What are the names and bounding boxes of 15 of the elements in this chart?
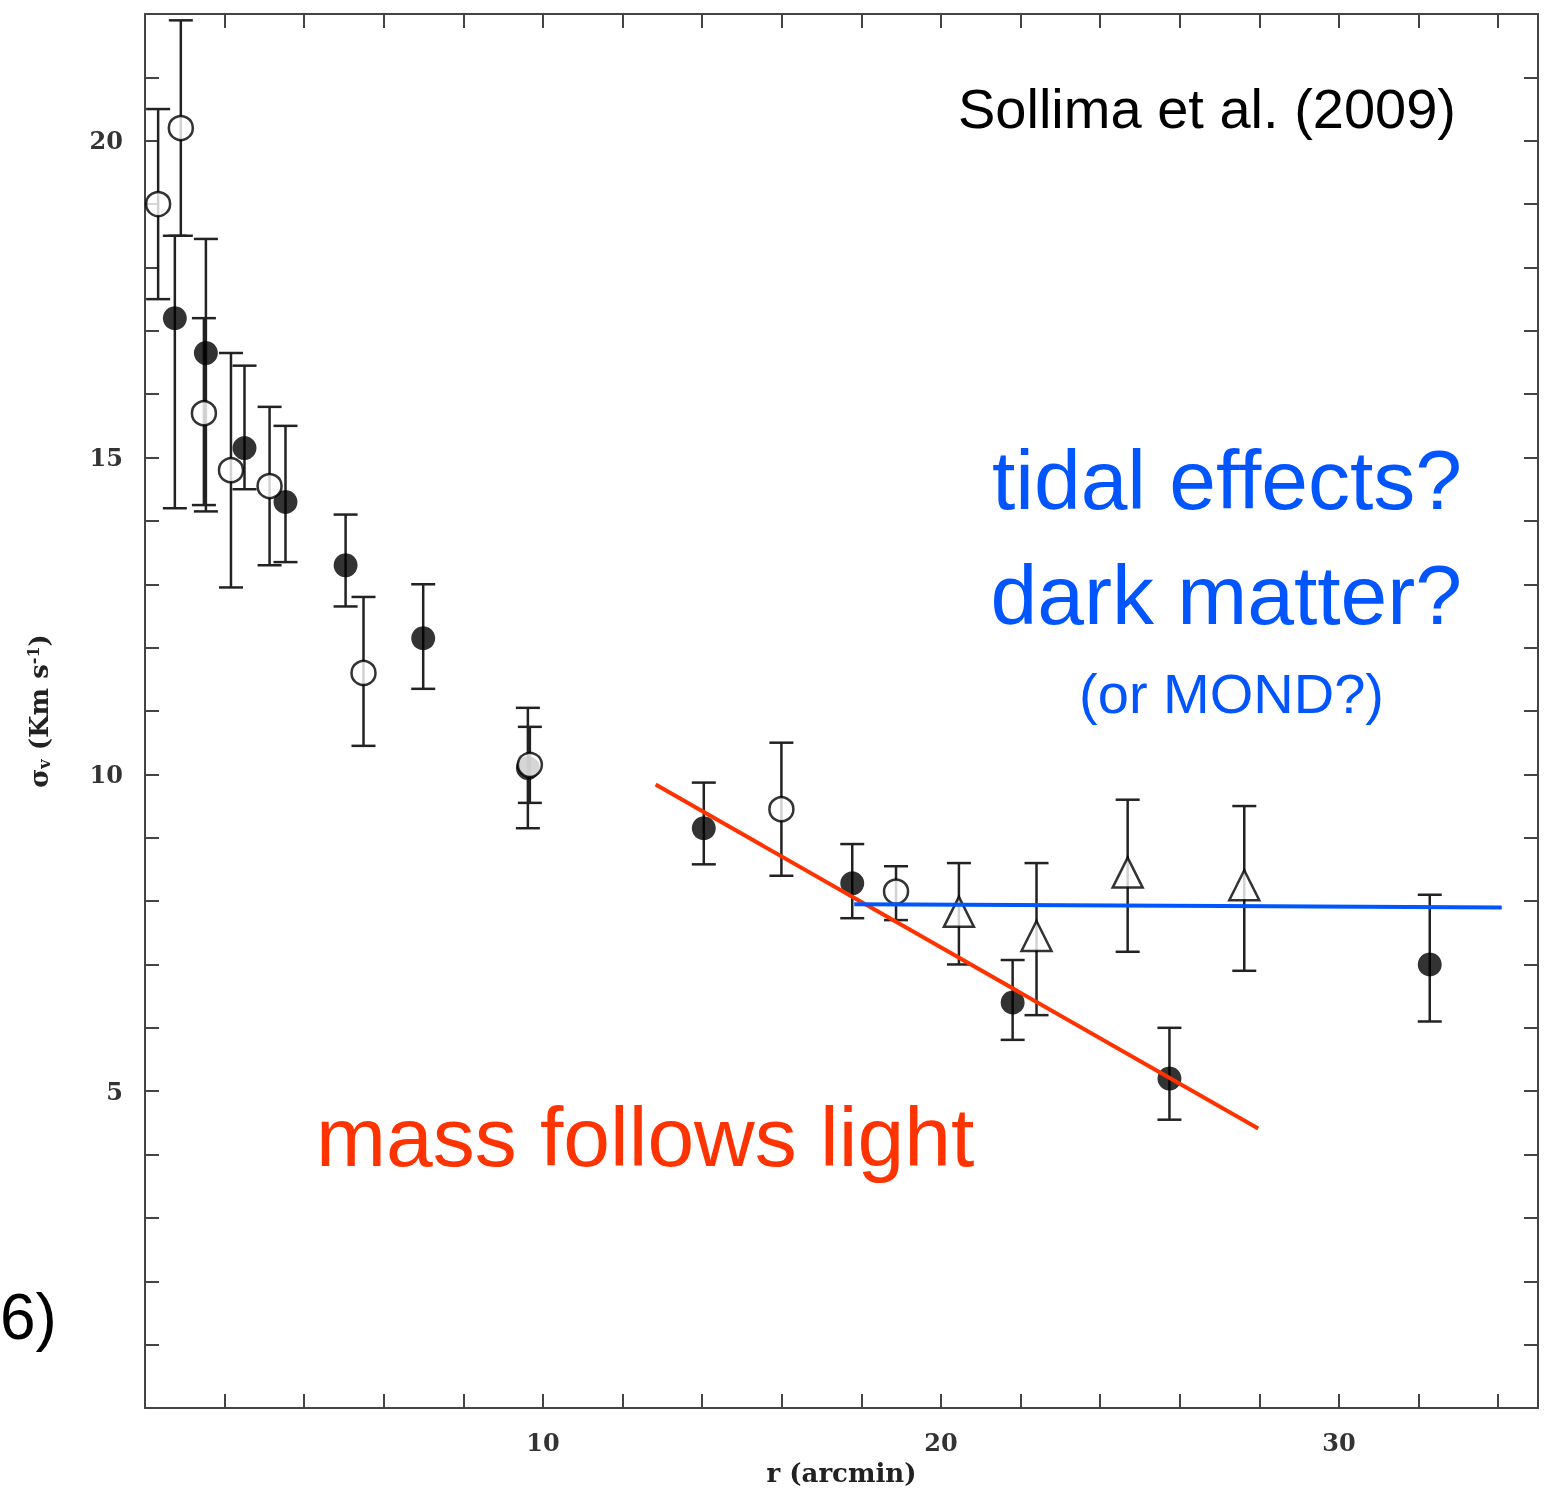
x-axis-title: r (arcmin)	[766, 1458, 917, 1488]
y-tick-label: 20	[89, 126, 123, 156]
y-tick-label: 5	[106, 1076, 123, 1106]
y-tick-label: 15	[89, 443, 123, 473]
annotation: mass follows light	[316, 1090, 975, 1184]
y-axis-title: σv (Km s-1)	[23, 634, 54, 788]
x-tick-label: 20	[924, 1427, 958, 1457]
annotation: Sollima et al. (2009)	[957, 76, 1456, 140]
x-tick-label: 10	[526, 1427, 560, 1457]
annotation: dark matter?	[990, 548, 1462, 642]
x-tick-label: 30	[1322, 1427, 1356, 1457]
text: 6)	[0, 1281, 57, 1353]
annotation: tidal effects?	[991, 433, 1463, 527]
y-tick-label: 10	[89, 759, 123, 789]
annotation: (or MOND?)	[1079, 661, 1385, 725]
